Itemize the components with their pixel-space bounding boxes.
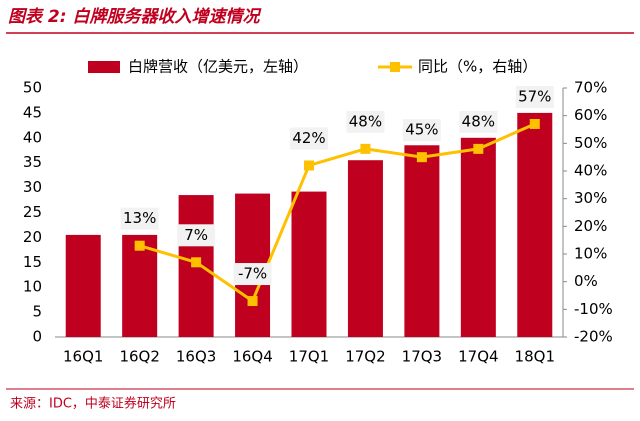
line-marker <box>304 160 314 171</box>
line-marker <box>247 296 258 307</box>
y-tick-label: 15 <box>23 253 42 271</box>
value-label-bg <box>459 110 498 133</box>
value-label-bg <box>177 224 216 247</box>
value-label: 42% <box>292 129 325 147</box>
line-marker <box>134 240 145 251</box>
x-tick-label: 16Q3 <box>176 348 216 366</box>
legend-label: 白牌营收（亿美元，左轴） <box>128 58 308 76</box>
y-tick-label: 30 <box>23 178 42 196</box>
line-marker <box>191 257 202 268</box>
y-tick-label: 20 <box>23 228 42 246</box>
legend-label: 同比（%，右轴） <box>418 58 537 76</box>
value-label-bg <box>515 85 554 108</box>
y2-tick-label: 0% <box>574 272 598 290</box>
line-marker <box>473 143 484 154</box>
y-tick-label: 25 <box>23 203 42 221</box>
bar <box>291 191 327 337</box>
y2-tick-label: -10% <box>574 300 613 318</box>
bar <box>347 160 383 337</box>
value-label: 13% <box>123 209 156 227</box>
value-label: 48% <box>349 112 382 130</box>
value-label: 7% <box>184 226 208 244</box>
value-label: 48% <box>462 112 495 130</box>
y-tick-label: 50 <box>23 79 42 97</box>
y-tick-label: 10 <box>23 278 42 296</box>
y-tick-label: 35 <box>23 153 42 171</box>
y2-tick-label: 70% <box>574 79 607 97</box>
y2-tick-label: 60% <box>574 106 607 124</box>
y-tick-label: 45 <box>23 103 42 121</box>
y-tick-label: 40 <box>23 128 42 146</box>
y2-tick-label: 50% <box>574 134 607 152</box>
value-label-bg <box>233 263 272 286</box>
y-tick-label: 5 <box>32 303 42 321</box>
source: 来源：IDC，中泰证券研究所 <box>10 396 176 412</box>
chart-title: 图表 2: 白牌服务器收入增速情况 <box>8 7 262 27</box>
x-tick-label: 16Q2 <box>119 348 159 366</box>
legend-swatch <box>88 61 120 73</box>
bar <box>404 145 440 337</box>
y-tick-label: 0 <box>32 328 42 346</box>
x-tick-label: 16Q4 <box>232 348 272 366</box>
y2-tick-label: 30% <box>574 189 607 207</box>
value-label-bg <box>402 119 441 142</box>
x-tick-label: 18Q1 <box>515 348 555 366</box>
value-label-bg <box>290 127 328 150</box>
x-tick-label: 17Q1 <box>289 348 329 366</box>
value-label: -7% <box>238 265 267 283</box>
bar <box>65 234 101 337</box>
value-label-bg <box>346 110 385 133</box>
x-tick-label: 17Q4 <box>458 348 498 366</box>
value-label: 57% <box>518 87 551 105</box>
y2-tick-label: 10% <box>574 245 607 263</box>
x-tick-label: 17Q2 <box>345 348 385 366</box>
y2-tick-label: 40% <box>574 162 607 180</box>
value-label-bg <box>120 207 159 230</box>
bar <box>460 137 496 337</box>
y2-tick-label: 20% <box>574 217 607 235</box>
y2-tick-label: -20% <box>574 328 613 346</box>
legend-marker <box>390 62 400 72</box>
line-marker <box>360 143 371 154</box>
line-marker <box>416 152 427 163</box>
line <box>139 122 536 303</box>
value-label: 45% <box>405 121 438 139</box>
x-tick-label: 16Q1 <box>63 348 103 366</box>
bar <box>517 112 553 338</box>
line-marker <box>529 118 540 129</box>
bar <box>122 234 158 337</box>
x-tick-label: 17Q3 <box>402 348 442 366</box>
